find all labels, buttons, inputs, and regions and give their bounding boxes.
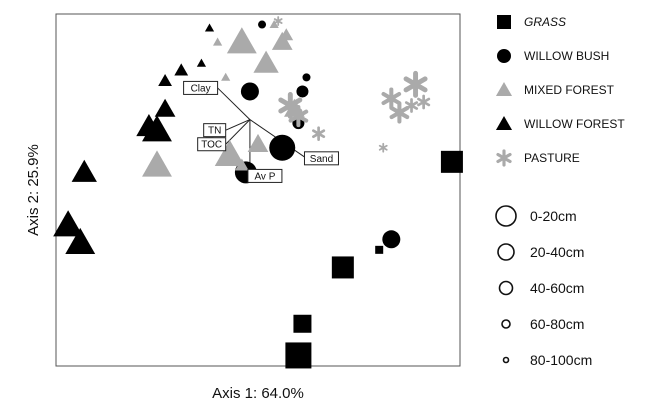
depth-legend-circle xyxy=(498,280,514,296)
legend-marker-grass xyxy=(497,15,511,29)
data-point-grass xyxy=(331,256,354,279)
vector-label-box xyxy=(203,123,227,138)
legend-label: GRASS xyxy=(524,15,566,29)
data-point-mixed-forest xyxy=(142,150,172,177)
data-point-pasture xyxy=(378,142,388,153)
data-point-willow-bush xyxy=(258,20,267,29)
depth-legend-circle xyxy=(497,243,515,261)
data-point-willow-forest xyxy=(142,115,172,142)
data-point-mixed-forest xyxy=(269,19,279,29)
depth-legend-circle xyxy=(501,319,511,329)
data-point-mixed-forest xyxy=(247,133,269,153)
data-point-willow-forest xyxy=(65,227,96,255)
data-point-willow-forest xyxy=(204,23,215,32)
data-point-willow-forest xyxy=(158,73,172,87)
legend-label: WILLOW BUSH xyxy=(524,49,609,63)
data-point-mixed-forest xyxy=(271,31,293,50)
vector-labels: Clay TN TOC Sand Av P xyxy=(183,80,339,183)
data-point-willow-bush xyxy=(240,82,259,101)
data-point-pasture xyxy=(417,94,431,110)
data-point-pasture xyxy=(403,70,428,98)
legend-marker-pasture xyxy=(496,149,512,167)
data-point-mixed-forest xyxy=(234,158,249,171)
legend-marker-willow-forest xyxy=(495,115,513,131)
y-axis-label: Axis 2: 25.9% xyxy=(25,144,42,236)
vector-line xyxy=(225,119,251,131)
depth-legend: 0-20cm 20-40cm 40-60cm 60-80cm 80-100cm xyxy=(495,205,592,368)
data-point-pasture xyxy=(381,87,402,110)
data-point-mixed-forest xyxy=(253,50,279,73)
legend-marker-mixed-forest xyxy=(495,81,513,97)
vector-label-box xyxy=(303,151,339,166)
vector-label-box xyxy=(183,80,219,95)
data-point-mixed-forest xyxy=(221,72,231,81)
data-point-pasture xyxy=(273,16,283,26)
data-point-willow-forest xyxy=(71,159,97,182)
vector-label: Clay xyxy=(191,83,211,94)
vector-label-box xyxy=(197,137,227,152)
vector-label: Av P xyxy=(254,171,275,182)
data-point-grass xyxy=(375,245,384,254)
depth-legend-circle xyxy=(502,356,510,364)
data-point-willow-bush xyxy=(382,230,401,249)
data-point-pasture xyxy=(404,98,419,113)
data-point-willow-forest xyxy=(154,98,176,117)
legend-label: PASTURE xyxy=(524,151,580,165)
legend-label: WILLOW FOREST xyxy=(524,117,625,131)
vector-label: TN xyxy=(208,126,221,137)
vector-label: TOC xyxy=(201,140,222,151)
depth-legend-label: 60-80cm xyxy=(530,316,584,332)
depth-legend-label: 80-100cm xyxy=(530,352,592,368)
data-point-grass xyxy=(285,342,312,369)
data-point-mixed-forest xyxy=(213,37,223,46)
legend-marker-willow-bush xyxy=(497,49,511,63)
depth-legend-label: 40-60cm xyxy=(530,280,584,296)
data-point-mixed-forest xyxy=(279,28,294,41)
depth-legend-label: 0-20cm xyxy=(530,208,577,224)
x-axis-label: Axis 1: 64.0% xyxy=(212,385,304,402)
data-point-willow-forest xyxy=(174,63,189,76)
legend-label: MIXED FOREST xyxy=(524,83,615,97)
data-point-mixed-forest xyxy=(226,27,257,54)
vector-label-box xyxy=(247,168,283,183)
data-point-mixed-forest xyxy=(214,139,245,167)
vector-line xyxy=(217,87,251,120)
data-point-pasture xyxy=(278,92,303,119)
data-point-willow-forest xyxy=(53,210,84,237)
data-point-willow-forest xyxy=(196,58,207,67)
vector-label: Sand xyxy=(310,154,333,165)
group-legend: GRASS WILLOW BUSH MIXED FOREST WILLOW FORES… xyxy=(495,15,625,167)
depth-legend-label: 20-40cm xyxy=(530,244,584,260)
data-point-willow-bush xyxy=(302,73,311,82)
data-point-grass xyxy=(440,150,463,173)
data-point-pasture xyxy=(312,126,326,142)
data-point-willow-bush xyxy=(269,134,296,161)
data-point-pasture xyxy=(389,101,410,124)
depth-legend-circle xyxy=(495,205,517,227)
data-point-willow-bush xyxy=(296,85,309,98)
data-point-grass xyxy=(293,314,312,333)
